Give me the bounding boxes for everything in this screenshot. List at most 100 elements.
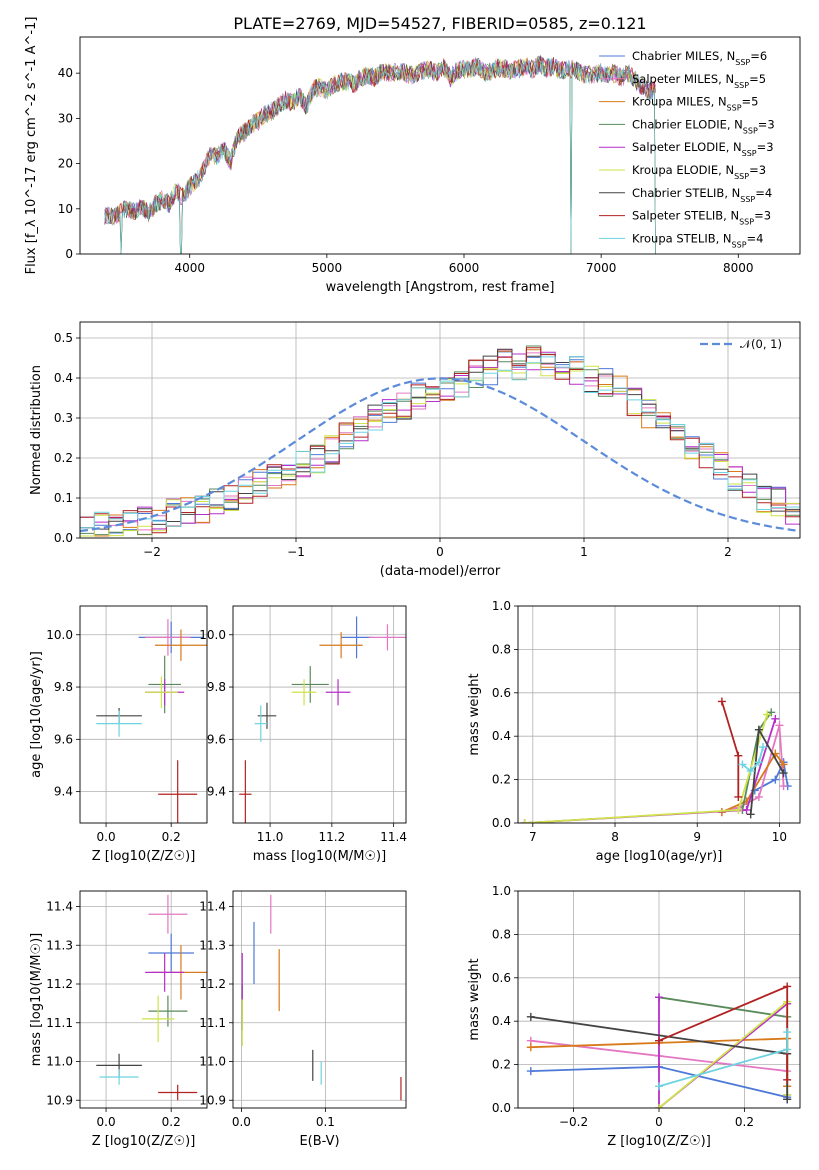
panel-mass-weight-vs-metallicity: −0.2 0 0.2 0.0 0.2 0.4 0.6 0.8 1.0 Z [log10(Z/Z☉)… bbox=[467, 884, 801, 1149]
y-tick-label: 0.3 bbox=[54, 411, 73, 425]
data-point bbox=[158, 1084, 198, 1101]
data-point bbox=[145, 676, 178, 708]
x-axis-label: (data-model)/error bbox=[380, 564, 501, 579]
weight-marker bbox=[783, 982, 792, 991]
y-tick-label: 11.3 bbox=[199, 938, 226, 952]
data-point bbox=[291, 679, 317, 706]
weight-marker bbox=[746, 766, 755, 775]
weight-line bbox=[741, 746, 764, 773]
x-tick-label: 11.0 bbox=[257, 830, 284, 844]
panel-age-vs-mass: 11.0 11.2 11.4 9.4 9.6 9.8 10.0 mass [log10(M/M… bbox=[199, 605, 407, 864]
x-tick-label: 0.0 bbox=[97, 830, 116, 844]
weight-marker bbox=[742, 805, 751, 814]
y-tick-label: 11.0 bbox=[199, 1055, 226, 1069]
weight-marker bbox=[754, 792, 763, 801]
weight-marker bbox=[520, 819, 529, 823]
y-tick-label: 9.4 bbox=[207, 785, 226, 799]
y-tick-label: 10.0 bbox=[46, 628, 73, 642]
panel-mass-vs-metallicity: 0.0 0.2 10.9 11.0 11.1 11.2 11.3 11.4 Z [log10(Z… bbox=[29, 890, 208, 1149]
y-tick-label: 11.3 bbox=[46, 938, 73, 952]
y-tick-label: 11.4 bbox=[46, 900, 73, 914]
x-axis-label: Z [log10(Z/Z☉)] bbox=[92, 849, 196, 864]
x-tick-label: −1 bbox=[287, 545, 305, 559]
y-tick-label: 9.6 bbox=[207, 732, 226, 746]
plot-area bbox=[80, 345, 800, 538]
y-tick-label: 9.6 bbox=[54, 732, 73, 746]
data-point bbox=[319, 632, 363, 659]
y-axis-label: Flux [f_λ 10^-17 erg cm^-2 s^-1 A^-1] bbox=[24, 17, 39, 275]
panel-spectrum: 4000 5000 6000 7000 8000 0 10 20 30 40 wavelength … bbox=[24, 17, 801, 295]
y-tick-label: 0.4 bbox=[54, 371, 73, 385]
spectrum-line bbox=[104, 56, 656, 254]
y-tick-label: 9.8 bbox=[207, 680, 226, 694]
x-tick-label: 6000 bbox=[449, 261, 480, 275]
y-tick-label: 0.2 bbox=[492, 1058, 511, 1072]
axes-frame bbox=[517, 605, 801, 824]
data-point bbox=[158, 760, 198, 823]
y-tick-label: 11.2 bbox=[199, 977, 226, 991]
plot-area bbox=[96, 619, 207, 823]
weight-marker bbox=[734, 751, 743, 760]
weight-marker bbox=[767, 708, 776, 717]
y-tick-label: 0.2 bbox=[54, 451, 73, 465]
y-tick-label: 0.8 bbox=[492, 927, 511, 941]
data-point bbox=[291, 666, 329, 703]
y-axis-label: mass weight bbox=[467, 673, 482, 755]
y-tick-label: 0.8 bbox=[492, 642, 511, 656]
axes-frame bbox=[517, 890, 801, 1109]
legend-entry: 𝒩(0, 1) bbox=[740, 337, 782, 351]
data-point bbox=[254, 705, 267, 742]
data-point bbox=[368, 624, 406, 651]
x-tick-label: 0.0 bbox=[232, 1115, 251, 1129]
legend-entry: Salpeter ELODIE, NSSP=3 bbox=[632, 140, 774, 158]
axes-frame bbox=[79, 321, 801, 539]
y-tick-label: 10.0 bbox=[199, 628, 226, 642]
y-tick-label: 0.4 bbox=[492, 729, 511, 743]
data-point bbox=[145, 953, 185, 992]
data-point bbox=[148, 894, 188, 934]
y-tick-label: 0 bbox=[65, 247, 73, 261]
legend-entry: Kroupa MILES, NSSP=5 bbox=[632, 95, 758, 113]
data-point bbox=[341, 616, 373, 659]
weight-marker bbox=[783, 1095, 792, 1104]
x-tick-label: 1 bbox=[580, 545, 588, 559]
x-tick-label: 7000 bbox=[586, 261, 617, 275]
weight-marker bbox=[783, 1045, 792, 1054]
data-point bbox=[154, 629, 207, 661]
weight-line bbox=[658, 997, 788, 1108]
data-point bbox=[99, 1069, 139, 1085]
data-point bbox=[148, 933, 194, 973]
y-tick-label: 10.9 bbox=[199, 1093, 226, 1107]
y-tick-label: 1.0 bbox=[492, 884, 511, 898]
y-tick-label: 10 bbox=[58, 202, 73, 216]
weight-marker bbox=[717, 697, 726, 706]
weight-marker bbox=[526, 1012, 535, 1021]
legend-entry: Kroupa STELIB, NSSP=4 bbox=[632, 231, 763, 249]
weight-marker bbox=[655, 1036, 663, 1045]
weight-marker bbox=[779, 760, 788, 769]
plot-area bbox=[520, 697, 792, 823]
y-tick-label: 30 bbox=[58, 111, 73, 125]
weight-line bbox=[721, 701, 740, 797]
y-axis-label: mass weight bbox=[467, 958, 482, 1040]
weight-marker bbox=[779, 769, 788, 778]
spectrum-line bbox=[104, 55, 656, 254]
legend-entry: Chabrier ELODIE, NSSP=3 bbox=[632, 117, 775, 135]
weight-marker bbox=[734, 805, 743, 814]
weight-marker bbox=[655, 993, 663, 1002]
axes-frame bbox=[232, 890, 407, 1109]
y-tick-label: 0.1 bbox=[54, 491, 73, 505]
x-tick-label: 10 bbox=[772, 830, 787, 844]
x-tick-label: 8 bbox=[611, 830, 619, 844]
data-point bbox=[239, 760, 252, 823]
axes-frame bbox=[79, 890, 208, 1109]
plot-area bbox=[241, 894, 402, 1101]
x-tick-label: −2 bbox=[143, 545, 161, 559]
y-tick-label: 11.1 bbox=[199, 1016, 226, 1030]
weight-line bbox=[721, 752, 785, 813]
spectrum-line bbox=[104, 56, 656, 254]
x-tick-label: 0.1 bbox=[316, 1115, 335, 1129]
axes-frame bbox=[79, 605, 208, 824]
plot-area bbox=[96, 894, 207, 1101]
